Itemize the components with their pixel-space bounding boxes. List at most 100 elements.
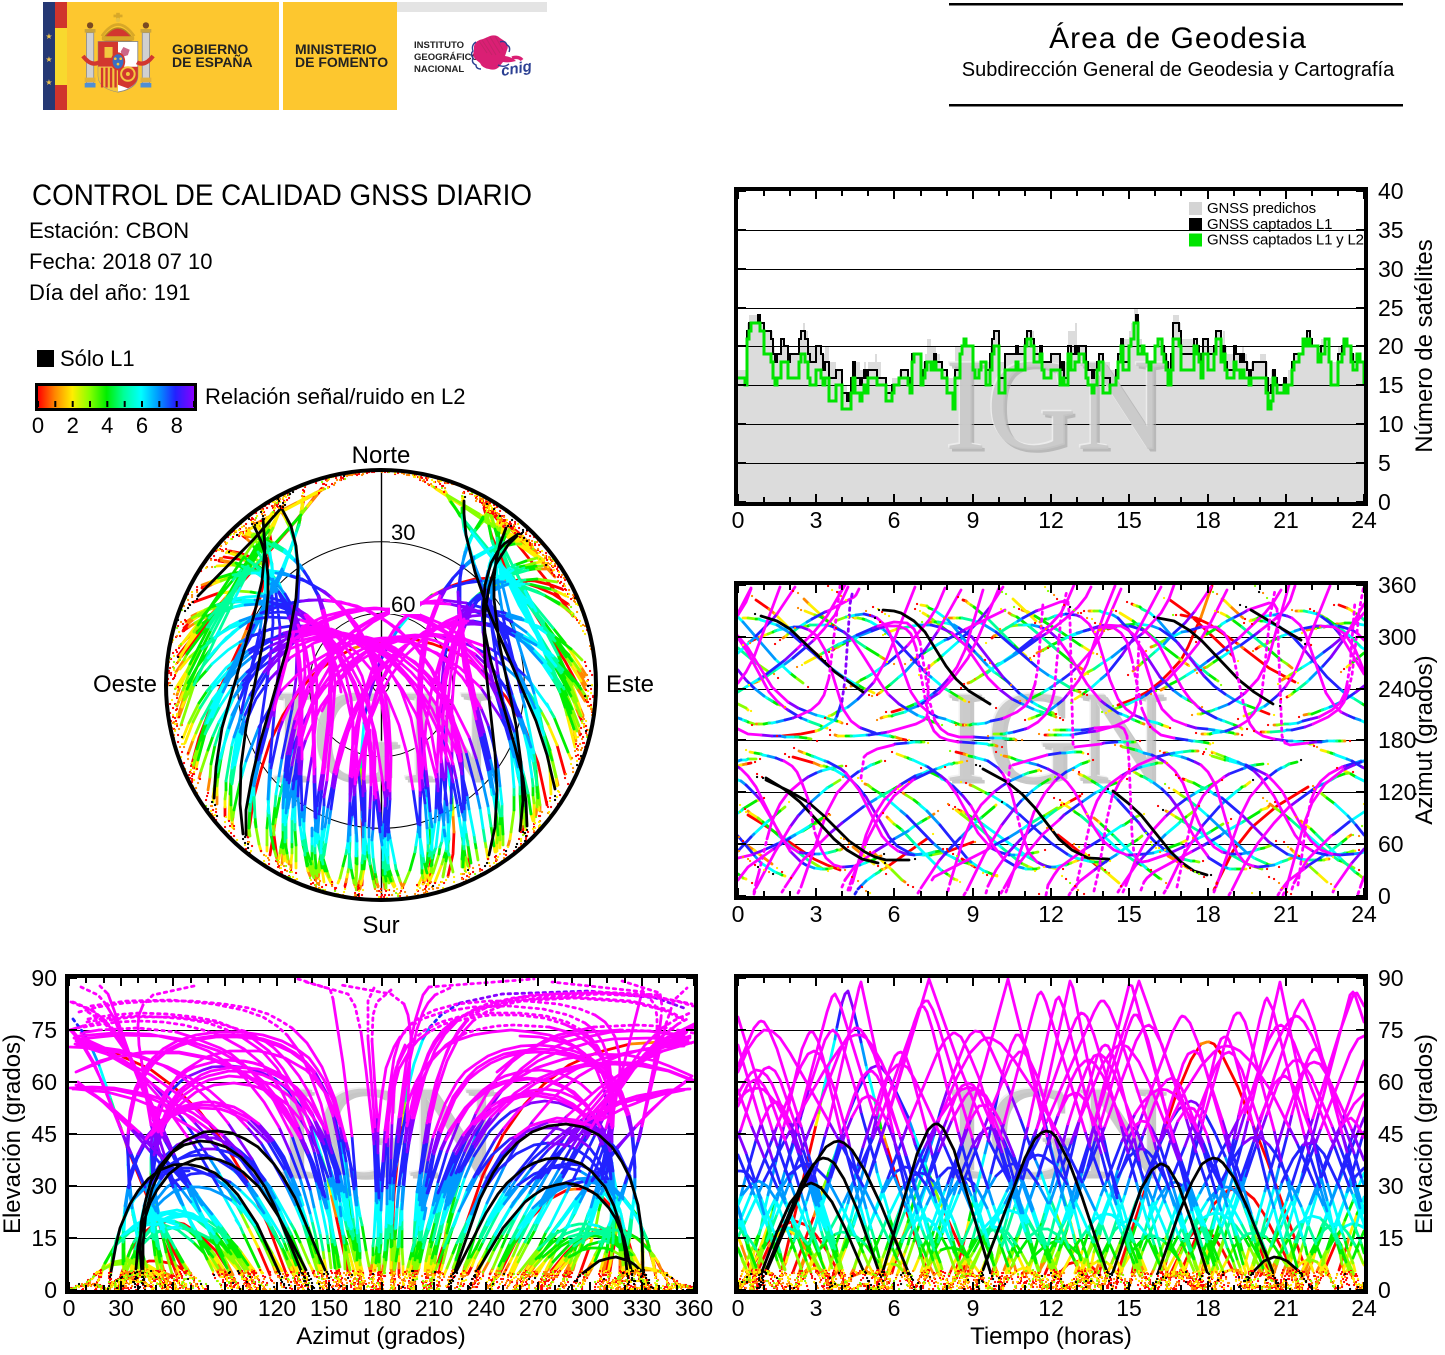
svg-text:GNSS captados L1: GNSS captados L1 [1207,216,1332,233]
svg-text:240: 240 [467,1295,505,1321]
svg-text:45: 45 [31,1121,57,1147]
svg-text:0: 0 [1378,489,1391,515]
svg-text:3: 3 [810,901,823,927]
svg-text:9: 9 [967,1295,980,1321]
svg-text:240: 240 [1378,676,1416,702]
svg-text:30: 30 [1378,1173,1404,1199]
svg-text:75: 75 [1378,1017,1404,1043]
svg-text:75: 75 [31,1017,57,1043]
svg-text:Este: Este [606,671,654,698]
svg-text:3: 3 [810,1295,823,1321]
svg-text:Oeste: Oeste [93,671,157,698]
svg-text:120: 120 [1378,779,1416,805]
svg-text:18: 18 [1195,901,1221,927]
svg-text:90: 90 [1378,965,1404,991]
svg-text:Número de satélites: Número de satélites [1411,239,1438,452]
svg-text:35: 35 [1378,217,1404,243]
svg-text:15: 15 [1116,507,1142,533]
svg-text:10: 10 [1378,411,1404,437]
svg-text:Fecha: 2018 07 10: Fecha: 2018 07 10 [29,249,212,274]
svg-text:GNSS captados L1 y L2: GNSS captados L1 y L2 [1207,232,1364,249]
svg-text:60: 60 [1378,831,1404,857]
svg-text:270: 270 [519,1295,557,1321]
svg-text:90: 90 [31,965,57,991]
svg-text:MINISTERIO: MINISTERIO [295,41,377,57]
svg-text:60: 60 [31,1069,57,1095]
svg-text:0: 0 [63,1295,76,1321]
svg-text:180: 180 [363,1295,401,1321]
svg-text:15: 15 [1116,901,1142,927]
svg-text:15: 15 [1116,1295,1142,1321]
svg-text:25: 25 [1378,295,1404,321]
svg-text:18: 18 [1195,1295,1221,1321]
svg-text:12: 12 [1038,901,1064,927]
svg-text:IGN: IGN [948,334,1170,481]
svg-text:NACIONAL: NACIONAL [414,64,464,75]
svg-text:24: 24 [1351,507,1377,533]
svg-text:45: 45 [1378,1121,1404,1147]
svg-text:0: 0 [732,1295,745,1321]
svg-text:330: 330 [623,1295,661,1321]
svg-text:Sólo L1: Sólo L1 [60,346,135,371]
svg-text:30: 30 [108,1295,134,1321]
svg-text:INSTITUTO: INSTITUTO [414,40,464,51]
svg-text:CONTROL DE CALIDAD GNSS DIARIO: CONTROL DE CALIDAD GNSS DIARIO [32,179,532,212]
svg-text:60: 60 [1378,1069,1404,1095]
svg-text:20: 20 [1378,333,1404,359]
svg-text:Subdirección General de Geodes: Subdirección General de Geodesia y Carto… [962,59,1395,81]
svg-text:cnig: cnig [500,58,533,80]
svg-text:30: 30 [31,1173,57,1199]
svg-text:6: 6 [136,413,148,438]
svg-text:★: ★ [45,55,52,64]
svg-text:30: 30 [1378,256,1404,282]
svg-text:30: 30 [391,520,415,545]
svg-text:12: 12 [1038,1295,1064,1321]
svg-text:180: 180 [1378,727,1416,753]
svg-text:Azimut (grados): Azimut (grados) [1411,655,1438,824]
svg-text:300: 300 [571,1295,609,1321]
svg-text:Relación señal/ruido en L2: Relación señal/ruido en L2 [205,384,466,409]
svg-text:Elevación (grados): Elevación (grados) [0,1034,26,1234]
svg-text:★: ★ [45,32,52,41]
svg-text:90: 90 [212,1295,238,1321]
svg-text:0: 0 [44,1277,57,1303]
svg-text:24: 24 [1351,901,1377,927]
svg-text:15: 15 [31,1225,57,1251]
svg-text:GEOGRÁFICO: GEOGRÁFICO [414,52,479,63]
svg-text:0: 0 [1378,1277,1391,1303]
svg-text:21: 21 [1273,1295,1299,1321]
svg-text:DE ESPAÑA: DE ESPAÑA [172,53,253,70]
svg-text:Tiempo (horas): Tiempo (horas) [970,1323,1132,1350]
svg-text:4: 4 [101,413,113,438]
svg-text:Día del año: 191: Día del año: 191 [29,280,190,305]
svg-text:150: 150 [310,1295,348,1321]
svg-text:12: 12 [1038,507,1064,533]
svg-text:DE FOMENTO: DE FOMENTO [295,54,388,70]
svg-text:★: ★ [45,78,52,87]
svg-text:6: 6 [888,1295,901,1321]
svg-text:300: 300 [1378,624,1416,650]
svg-text:2: 2 [67,413,79,438]
svg-text:0: 0 [32,413,44,438]
svg-text:210: 210 [415,1295,453,1321]
svg-text:0: 0 [1378,883,1391,909]
svg-text:40: 40 [1378,178,1404,204]
svg-text:0: 0 [732,507,745,533]
svg-text:360: 360 [675,1295,713,1321]
svg-text:0: 0 [732,901,745,927]
svg-text:9: 9 [967,901,980,927]
svg-text:Elevación (grados): Elevación (grados) [1411,1034,1438,1234]
svg-text:3: 3 [810,507,823,533]
svg-text:Área de Geodesia: Área de Geodesia [1049,22,1307,55]
svg-text:5: 5 [1378,450,1391,476]
svg-text:GNSS predichos: GNSS predichos [1207,200,1316,217]
svg-text:9: 9 [967,507,980,533]
svg-text:60: 60 [160,1295,186,1321]
svg-text:15: 15 [1378,1225,1404,1251]
svg-text:6: 6 [888,901,901,927]
svg-text:60: 60 [391,592,415,617]
svg-text:120: 120 [258,1295,296,1321]
svg-text:Norte: Norte [352,442,411,469]
svg-text:6: 6 [888,507,901,533]
svg-text:15: 15 [1378,372,1404,398]
